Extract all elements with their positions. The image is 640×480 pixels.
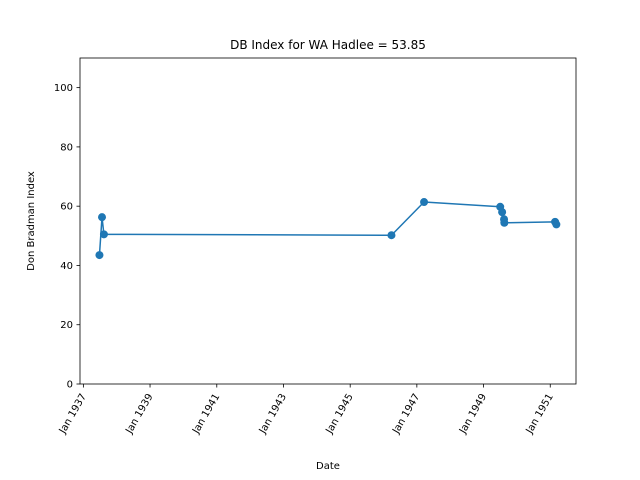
data-point	[99, 230, 108, 239]
y-tick-label: 40	[60, 261, 73, 272]
series-layer	[95, 198, 561, 260]
y-tick-label: 60	[60, 202, 73, 213]
x-axis-label: Date	[316, 461, 340, 472]
data-point	[498, 208, 507, 217]
data-point	[552, 220, 561, 229]
data-point	[95, 251, 104, 260]
data-point	[420, 198, 429, 207]
data-point	[98, 213, 107, 222]
data-point	[387, 231, 396, 240]
chart-title: DB Index for WA Hadlee = 53.85	[230, 38, 426, 52]
y-tick-label: 100	[54, 83, 73, 94]
plot-frame	[79, 57, 577, 385]
data-point	[500, 218, 509, 227]
y-axis-label: Don Bradman Index	[26, 171, 37, 271]
y-axis: 0 20 40 60 80 100	[54, 83, 80, 391]
y-tick-label: 80	[60, 142, 73, 153]
y-tick-label: 0	[67, 380, 73, 391]
y-tick-label: 20	[60, 320, 73, 331]
